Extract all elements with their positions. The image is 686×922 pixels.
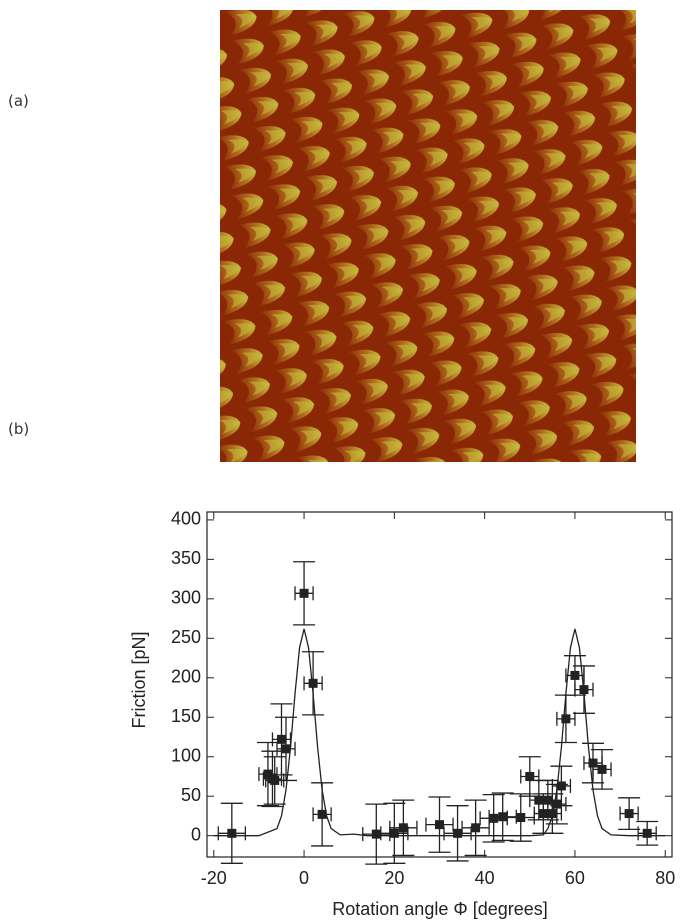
data-point <box>227 828 237 838</box>
x-tick-label: -20 <box>201 868 227 888</box>
data-point <box>389 828 399 838</box>
x-tick-label: 40 <box>475 868 495 888</box>
error-bar <box>443 805 472 862</box>
data-point <box>552 799 562 809</box>
data-point <box>561 714 571 724</box>
y-tick-label: 250 <box>171 627 201 647</box>
data-point <box>308 678 318 688</box>
data-point <box>263 769 273 779</box>
data-point <box>516 813 526 823</box>
x-tick-label: 20 <box>384 868 404 888</box>
friction-map-image <box>220 10 636 462</box>
chart: Rotation angle Φ [degrees] Friction [pN]… <box>129 509 675 919</box>
x-tick-label: 60 <box>565 868 585 888</box>
x-tick-label: 80 <box>655 868 675 888</box>
data-point <box>281 744 291 754</box>
data-point <box>471 823 481 833</box>
x-axis-label: Rotation angle Φ [degrees] <box>332 899 548 919</box>
data-point <box>453 828 463 838</box>
data-point <box>317 809 327 819</box>
panel-label: (a) <box>8 92 29 110</box>
data-point <box>435 820 444 830</box>
data-point <box>276 734 286 744</box>
y-tick-label: 300 <box>171 588 201 608</box>
plot-frame <box>206 511 673 858</box>
data-point <box>525 771 535 781</box>
data-point <box>624 809 634 819</box>
data-point <box>270 775 280 785</box>
data-point <box>570 670 580 680</box>
y-tick-label: 350 <box>171 548 201 568</box>
panel-label: (b) <box>8 420 30 438</box>
y-tick-label: 400 <box>171 509 201 529</box>
y-tick-label: 50 <box>181 785 201 805</box>
y-tick-label: 0 <box>191 824 201 844</box>
data-point <box>299 588 309 598</box>
data-point <box>489 813 499 823</box>
y-tick-label: 200 <box>171 667 201 687</box>
data-point <box>371 829 381 839</box>
y-tick-label: 100 <box>171 745 201 765</box>
y-axis-label: Friction [pN] <box>129 631 149 728</box>
data-point <box>398 823 408 833</box>
y-tick-label: 150 <box>171 706 201 726</box>
data-point <box>556 781 566 791</box>
data-point <box>642 828 652 838</box>
x-tick-label: 0 <box>299 868 309 888</box>
data-point <box>498 812 508 822</box>
data-point <box>597 764 607 774</box>
fit-line <box>213 628 666 837</box>
